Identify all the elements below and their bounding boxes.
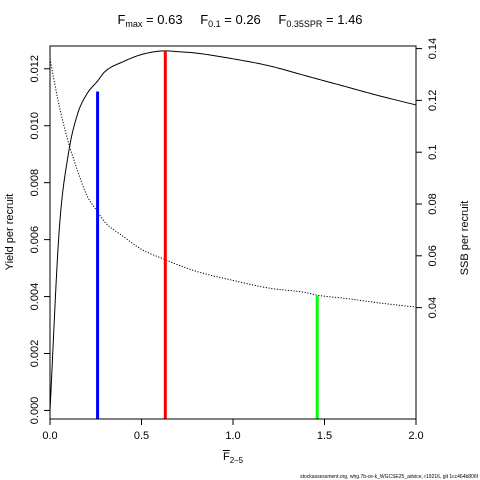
chart-title: Fmax = 0.63 F0.1 = 0.26 F0.35SPR = 1.46 [117,12,363,29]
ssb-per-recruit-line [49,58,417,308]
x-axis-label: F2–5 [223,451,243,465]
x-label-sub: 2–5 [229,456,244,465]
y-right-tick-label: 0.06 [427,245,439,266]
title-fmax-symbol: F [117,12,126,27]
y-right-tick-label: 0.04 [427,297,439,318]
x-tick-label: 0.5 [134,430,149,442]
title-fspr-value: 1.46 [337,12,363,27]
y-right-tick-label: 0.08 [427,193,439,214]
title-fmax-value: 0.63 [157,12,183,27]
title-fspr-symbol: F [278,12,287,27]
title-f01-sub: 0.1 [208,19,221,29]
yield-per-recruit-line [49,50,417,411]
title-f01-symbol: F [200,12,209,27]
y-left-tick-label: 0.012 [29,55,41,83]
x-tick-label: 0.0 [42,430,57,442]
y-right-tick-label: 0.12 [427,90,439,111]
x-tick-label: 2.0 [408,430,423,442]
axes: 0.0 0.5 1.0 1.5 2.0 0.000 0.002 0.004 0.006 0.008… [29,38,439,442]
title-f01-value: 0.26 [235,12,261,27]
y-right-label: SSB per recruit [459,201,471,276]
y-left-tick-label: 0.006 [29,226,41,254]
source-footnote: stockassessment.org, whg.7b-ce-k_WGCSE25… [300,474,478,480]
y-left-tick-label: 0.010 [29,112,41,140]
x-label-symbol: F [223,451,230,463]
y-left-tick-label: 0.000 [29,397,41,425]
series-layer [49,50,417,411]
title-fspr-sub: 0.35SPR [286,19,323,29]
plot-frame [49,45,417,420]
y-right-tick-label: 0.14 [427,38,439,59]
y-left-tick-label: 0.002 [29,340,41,368]
reference-lines [96,50,319,419]
x-tick-label: 1.5 [317,430,332,442]
y-left-label: Yield per recruit [4,194,16,271]
y-left-tick-label: 0.008 [29,169,41,197]
x-tick-label: 1.0 [225,430,240,442]
title-fmax-sub: max [125,19,143,29]
y-left-tick-label: 0.004 [29,283,41,311]
y-right-tick-label: 0.1 [427,145,439,160]
